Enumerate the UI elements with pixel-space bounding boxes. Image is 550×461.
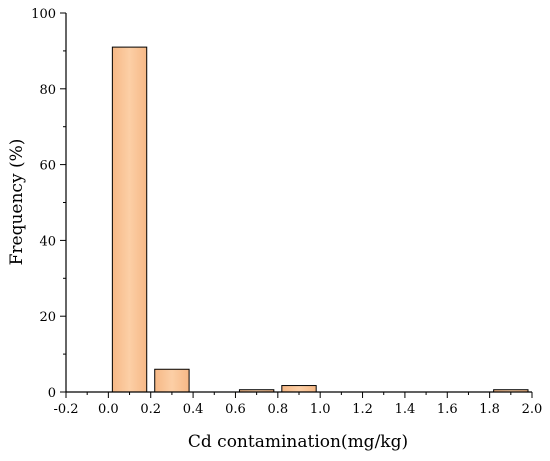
x-tick-label: 0.4 <box>183 402 204 417</box>
x-tick-label: 1.8 <box>479 402 500 417</box>
x-tick-label: 0.2 <box>140 402 161 417</box>
bar-1 <box>154 368 190 393</box>
x-tick-label: 0.8 <box>267 402 288 417</box>
y-tick-label: 20 <box>39 310 56 325</box>
x-tick-label: 0.6 <box>225 402 246 417</box>
bar-3 <box>281 385 317 393</box>
y-ticks-group: 0 20 40 60 80 100 <box>31 7 66 401</box>
y-tick-label: 0 <box>48 386 56 401</box>
x-axis-title: Cd contamination(mg/kg) <box>188 432 408 452</box>
x-tick-label: -0.2 <box>53 402 78 417</box>
y-axis-title: Frequency (%) <box>7 139 27 266</box>
x-tick-label: 1.6 <box>437 402 458 417</box>
y-tick-label: 60 <box>39 159 56 174</box>
x-tick-label: 1.2 <box>352 402 373 417</box>
x-tick-label: 0.0 <box>98 402 119 417</box>
x-tick-label: 1.4 <box>395 402 416 417</box>
x-tick-label: 1.0 <box>310 402 331 417</box>
x-ticks-group: -0.2 0.0 0.2 0.4 0.6 0.8 1.0 1.2 1.4 1.6 1.8 2.0 <box>53 392 542 417</box>
y-tick-label: 80 <box>39 83 56 98</box>
x-tick-label: 2.0 <box>522 402 543 417</box>
y-tick-label: 40 <box>39 234 56 249</box>
bars-group <box>111 46 529 393</box>
y-tick-label: 100 <box>31 7 56 22</box>
bar-0 <box>111 46 148 393</box>
